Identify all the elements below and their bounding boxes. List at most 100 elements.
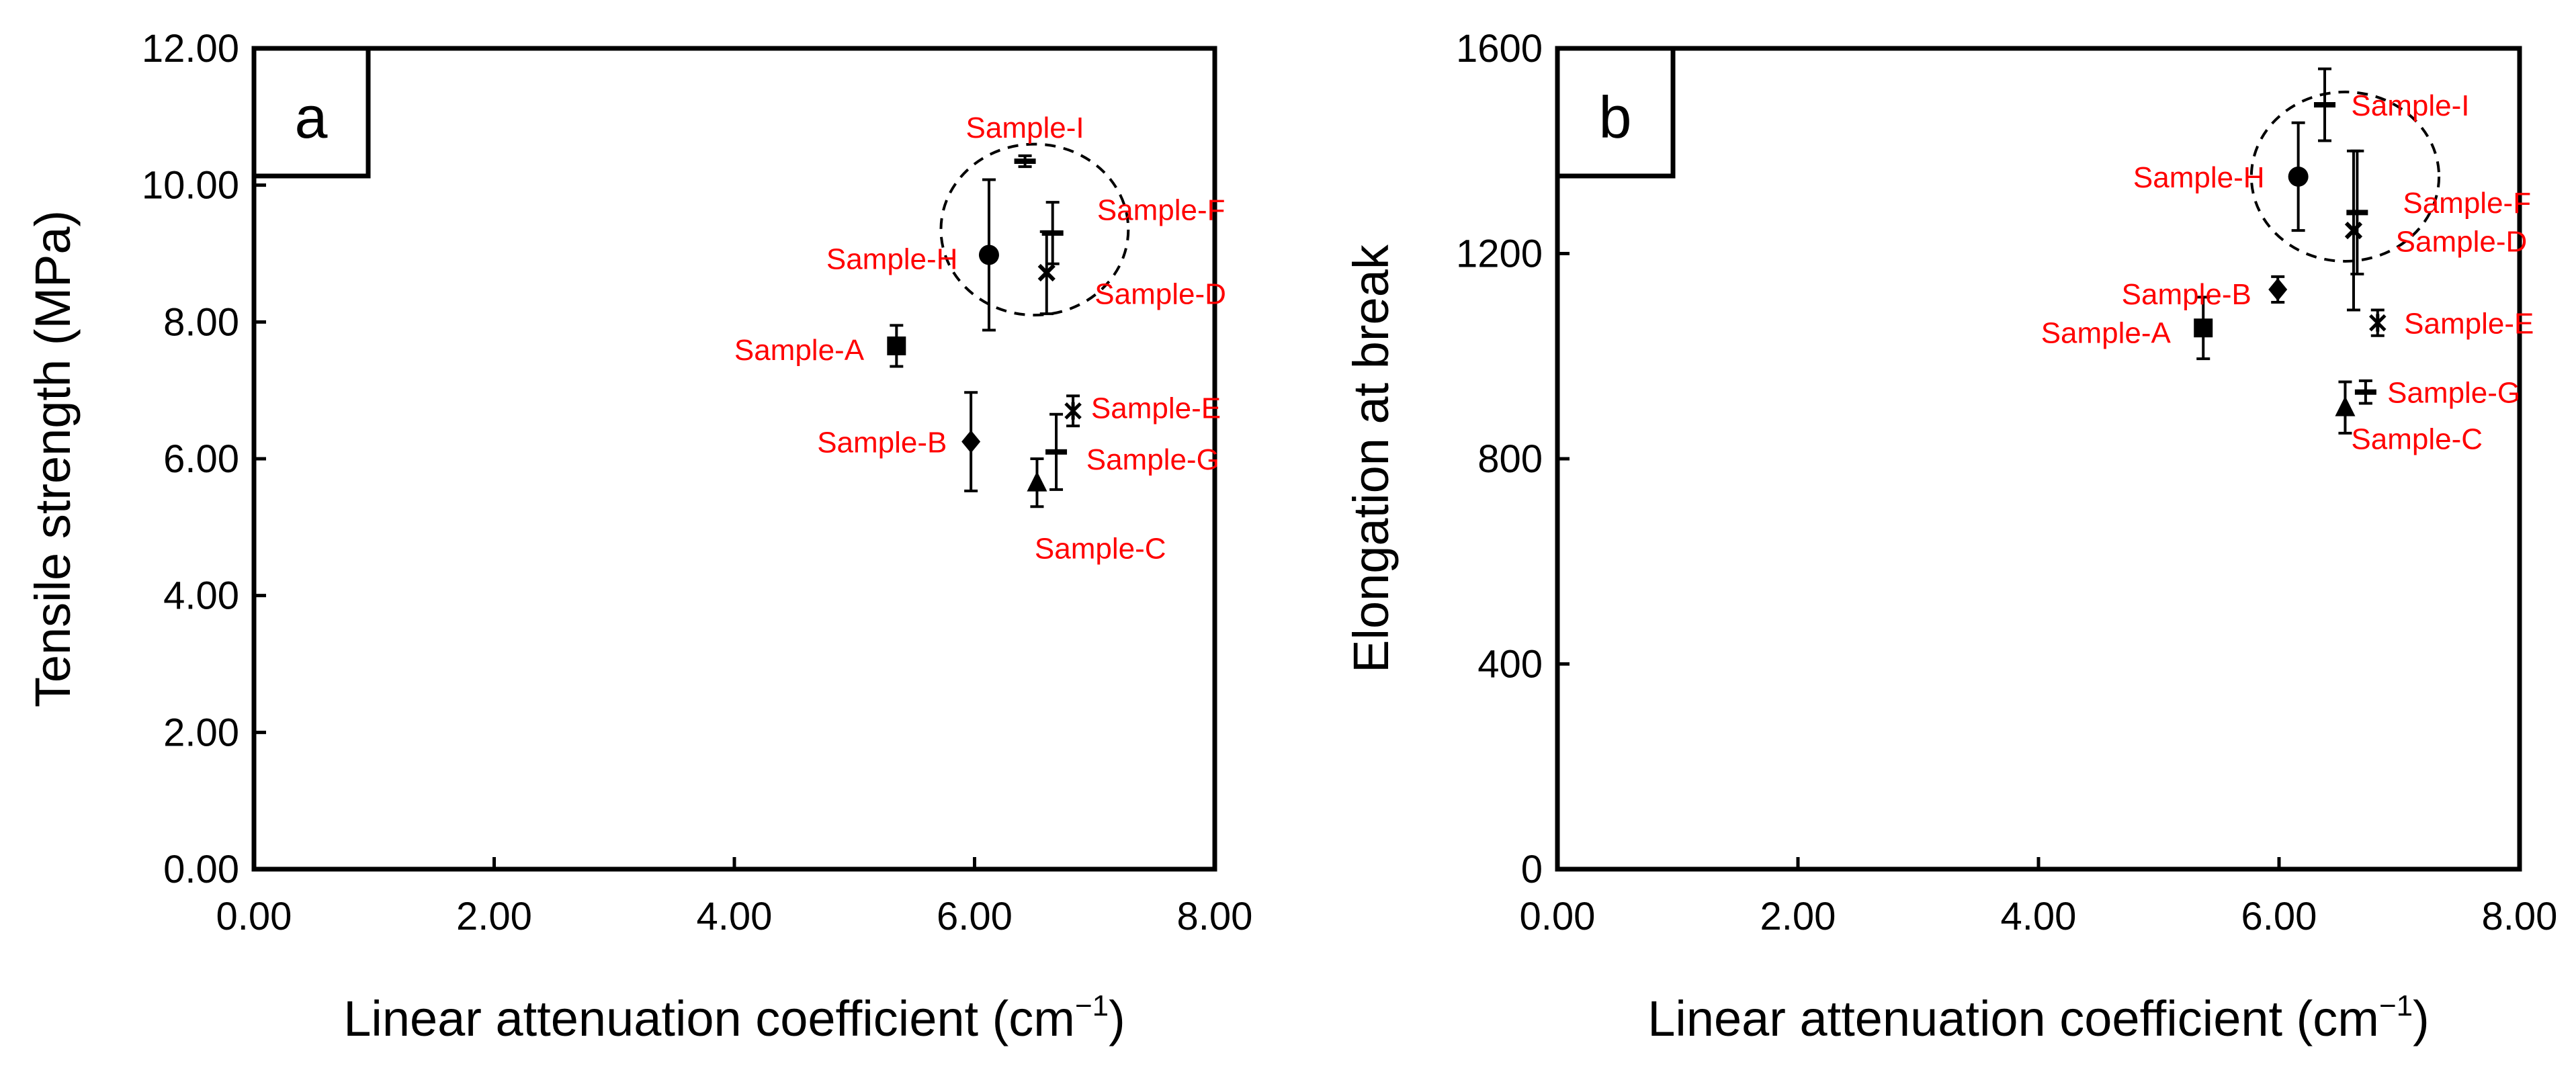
x-tick-labels: 0.00 2.00 4.00 6.00 8.00	[1520, 895, 2558, 938]
marker-diamond	[2268, 277, 2288, 301]
point-sample-f: Sample-F	[1041, 193, 1226, 265]
data-label: Sample-G	[2387, 377, 2520, 410]
plot-area-frame	[1555, 46, 2522, 872]
x-tick-label: 8.00	[1177, 895, 1253, 938]
panel-letter-box	[1555, 46, 1676, 179]
y-tick-labels: 0.00 2.00 4.00 6.00 8.00 10.00 12.00	[142, 27, 239, 891]
y-tick-labels: 0 400 800 1200 1600	[1456, 27, 1543, 891]
marker-star	[2369, 314, 2387, 332]
point-sample-e: Sample-E	[2369, 308, 2534, 341]
data-label: Sample-F	[2403, 187, 2531, 220]
y-axis-label: Tensile strength (MPa)	[25, 210, 81, 707]
data-label: Sample-D	[1094, 278, 1226, 311]
point-sample-a: Sample-A	[734, 324, 906, 368]
y-tick-label: 10.00	[142, 164, 239, 208]
x-tick-label: 2.00	[1760, 895, 1836, 938]
x-axis-label-close: )	[1109, 991, 1125, 1046]
point-sample-e: Sample-E	[1064, 392, 1221, 428]
y-tick-label: 1600	[1456, 27, 1543, 71]
x-axis-label: Linear attenuation coefficient (cm−1)	[1647, 989, 2430, 1046]
highlight-circle	[939, 142, 1130, 317]
x-axis-label: Linear attenuation coefficient (cm−1)	[343, 989, 1125, 1046]
y-tick-label: 8.00	[163, 300, 239, 344]
panel-letter: b	[1599, 84, 1632, 150]
point-sample-h: Sample-H	[2133, 121, 2309, 232]
point-sample-b: Sample-B	[817, 391, 981, 492]
point-sample-g: Sample-G	[2354, 377, 2520, 410]
x-tick-label: 4.00	[697, 895, 773, 938]
y-tick-label: 12.00	[142, 27, 239, 71]
point-sample-g: Sample-G	[1045, 412, 1219, 491]
marker-diamond	[961, 430, 981, 453]
y-tick-label: 6.00	[163, 437, 239, 481]
data-label: Sample-D	[2396, 225, 2528, 258]
x-tick-label: 6.00	[2241, 895, 2317, 938]
point-sample-a: Sample-A	[2041, 296, 2213, 361]
y-tick-label: 400	[1477, 643, 1543, 686]
tick-marks	[252, 46, 1217, 871]
x-tick-label: 0.00	[216, 895, 292, 938]
x-axis-label-superscript: −1	[2379, 989, 2413, 1022]
data-label: Sample-B	[2122, 278, 2251, 311]
data-label: Sample-C	[1035, 532, 1166, 565]
x-axis-label-close: )	[2413, 991, 2430, 1046]
x-axis-label-text: Linear attenuation coefficient (cm	[1647, 991, 2379, 1046]
data-label: Sample-I	[2351, 89, 2469, 122]
point-sample-f: Sample-F	[2346, 149, 2531, 276]
point-sample-b: Sample-B	[2122, 275, 2288, 311]
x-tick-label: 8.00	[2482, 895, 2558, 938]
panel-a: a 0.00 2.00 4.00 6.00 8.00 0.00 2.00 4.00 6.00 8…	[25, 27, 1252, 1046]
point-sample-c: Sample-C	[1027, 457, 1166, 565]
panel-letter: a	[295, 84, 328, 150]
x-axis-label-text: Linear attenuation coefficient (cm	[343, 991, 1075, 1046]
point-sample-c: Sample-C	[2335, 380, 2483, 455]
data-label: Sample-G	[1086, 443, 1219, 476]
data-label: Sample-E	[1091, 392, 1221, 425]
y-tick-label: 0.00	[163, 848, 239, 891]
marker-x	[1037, 263, 1056, 282]
point-sample-d: Sample-D	[1037, 230, 1226, 316]
y-tick-label: 2.00	[163, 711, 239, 754]
data-points: Sample-A Sample-B Sample-C Sample-D Sample-E…	[2041, 67, 2534, 455]
x-tick-label: 4.00	[2001, 895, 2077, 938]
point-sample-i: Sample-I	[2314, 67, 2469, 142]
point-sample-d: Sample-D	[2344, 149, 2528, 312]
data-label: Sample-I	[966, 112, 1084, 144]
point-sample-i: Sample-I	[966, 112, 1084, 169]
tick-marks	[1555, 46, 2522, 871]
marker-dash	[1041, 230, 1064, 236]
x-tick-label: 0.00	[1520, 895, 1596, 938]
data-label: Sample-H	[2133, 161, 2265, 194]
marker-circle	[978, 244, 999, 265]
marker-dash	[1014, 159, 1036, 165]
y-tick-label: 800	[1477, 437, 1543, 481]
x-tick-labels: 0.00 2.00 4.00 6.00 8.00	[216, 895, 1253, 938]
panel-letter-box	[251, 46, 371, 179]
marker-dash	[1045, 449, 1068, 455]
marker-dash	[2314, 102, 2336, 108]
marker-square	[887, 336, 906, 355]
data-label: Sample-B	[817, 427, 947, 459]
marker-square	[2194, 318, 2213, 338]
x-axis-label-superscript: −1	[1075, 989, 1109, 1022]
data-label: Sample-E	[2404, 308, 2534, 341]
y-axis-label: Elongation at break	[1343, 244, 1399, 673]
data-label: Sample-A	[734, 334, 865, 367]
data-label: Sample-C	[2351, 422, 2483, 455]
highlight-circle	[2249, 90, 2441, 263]
plot-area-frame	[251, 46, 1217, 872]
marker-triangle	[2335, 396, 2356, 416]
x-tick-label: 6.00	[937, 895, 1013, 938]
data-label: Sample-H	[826, 243, 958, 276]
marker-star	[1064, 402, 1082, 420]
point-sample-h: Sample-H	[826, 178, 999, 332]
marker-dash	[2354, 389, 2376, 395]
x-tick-label: 2.00	[456, 895, 532, 938]
marker-dash	[2346, 210, 2368, 216]
data-label: Sample-A	[2041, 316, 2172, 349]
marker-triangle	[1027, 471, 1047, 492]
y-tick-label: 0	[1521, 848, 1543, 891]
y-tick-label: 1200	[1456, 232, 1543, 276]
marker-circle	[2288, 166, 2309, 187]
